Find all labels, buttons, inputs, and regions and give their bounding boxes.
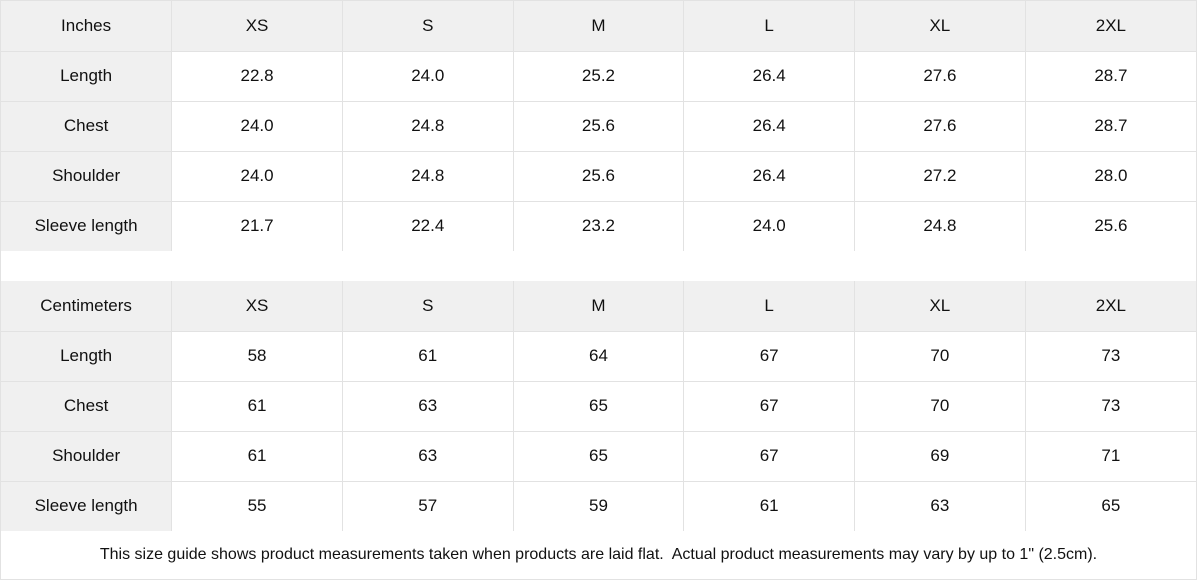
value-cell: 27.6	[854, 50, 1026, 102]
value-cell: 63	[854, 480, 1026, 532]
value-cell: 24.0	[683, 200, 856, 252]
row-label-cell: Sleeve length	[0, 200, 173, 252]
size-header-cell: XS	[171, 0, 343, 52]
value-cell: 65	[512, 380, 685, 432]
value-cell: 26.4	[683, 50, 856, 102]
table-row: Length 58 61 64 67 70 73	[0, 330, 1197, 382]
value-cell: 24.8	[854, 200, 1026, 252]
value-cell: 61	[171, 430, 343, 482]
value-cell: 23.2	[512, 200, 685, 252]
table-gap-spacer	[1, 251, 1196, 281]
size-header-cell: M	[512, 0, 685, 52]
size-header-cell: XL	[854, 280, 1026, 332]
table-row: Shoulder 24.0 24.8 25.6 26.4 27.2 28.0	[0, 150, 1197, 202]
value-cell: 71	[1024, 430, 1197, 482]
value-cell: 27.6	[854, 100, 1026, 152]
value-cell: 63	[341, 380, 514, 432]
row-label-cell: Shoulder	[0, 430, 173, 482]
value-cell: 25.2	[512, 50, 685, 102]
value-cell: 67	[683, 330, 856, 382]
value-cell: 70	[854, 330, 1026, 382]
value-cell: 24.0	[171, 150, 343, 202]
value-cell: 24.0	[341, 50, 514, 102]
row-label-cell: Chest	[0, 380, 173, 432]
value-cell: 57	[341, 480, 514, 532]
value-cell: 73	[1024, 330, 1197, 382]
value-cell: 65	[512, 430, 685, 482]
value-cell: 59	[512, 480, 685, 532]
value-cell: 73	[1024, 380, 1197, 432]
value-cell: 64	[512, 330, 685, 382]
value-cell: 67	[683, 380, 856, 432]
value-cell: 25.6	[512, 150, 685, 202]
value-cell: 69	[854, 430, 1026, 482]
size-header-cell: L	[683, 280, 856, 332]
value-cell: 24.0	[171, 100, 343, 152]
table-row: Chest 61 63 65 67 70 73	[0, 380, 1197, 432]
value-cell: 25.6	[1024, 200, 1197, 252]
unit-header-cell: Inches	[0, 0, 173, 52]
size-header-cell: S	[341, 0, 514, 52]
size-header-cell: 2XL	[1024, 280, 1197, 332]
table-row: Sleeve length 21.7 22.4 23.2 24.0 24.8 2…	[0, 200, 1197, 252]
table-row: Shoulder 61 63 65 67 69 71	[0, 430, 1197, 482]
row-label-cell: Chest	[0, 100, 173, 152]
value-cell: 26.4	[683, 150, 856, 202]
size-header-cell: M	[512, 280, 685, 332]
value-cell: 28.0	[1024, 150, 1197, 202]
size-header-cell: L	[683, 0, 856, 52]
value-cell: 25.6	[512, 100, 685, 152]
value-cell: 58	[171, 330, 343, 382]
value-cell: 26.4	[683, 100, 856, 152]
inches-header-row: Inches XS S M L XL 2XL	[0, 0, 1197, 52]
value-cell: 61	[171, 380, 343, 432]
size-guide-note: This size guide shows product measuremen…	[99, 546, 1098, 563]
value-cell: 22.8	[171, 50, 343, 102]
value-cell: 28.7	[1024, 100, 1197, 152]
value-cell: 61	[341, 330, 514, 382]
centimeters-table: Centimeters XS S M L XL 2XL Length 58 61…	[0, 280, 1197, 532]
value-cell: 61	[683, 480, 856, 532]
value-cell: 28.7	[1024, 50, 1197, 102]
row-label-cell: Shoulder	[0, 150, 173, 202]
size-header-cell: 2XL	[1024, 0, 1197, 52]
value-cell: 65	[1024, 480, 1197, 532]
value-cell: 21.7	[171, 200, 343, 252]
value-cell: 70	[854, 380, 1026, 432]
value-cell: 24.8	[341, 100, 514, 152]
inches-table: Inches XS S M L XL 2XL Length 22.8 24.0 …	[0, 0, 1197, 252]
unit-header-cell: Centimeters	[0, 280, 173, 332]
size-header-cell: XS	[171, 280, 343, 332]
value-cell: 22.4	[341, 200, 514, 252]
value-cell: 55	[171, 480, 343, 532]
table-row: Chest 24.0 24.8 25.6 26.4 27.6 28.7	[0, 100, 1197, 152]
value-cell: 24.8	[341, 150, 514, 202]
row-label-cell: Sleeve length	[0, 480, 173, 532]
value-cell: 27.2	[854, 150, 1026, 202]
centimeters-header-row: Centimeters XS S M L XL 2XL	[0, 280, 1197, 332]
value-cell: 63	[341, 430, 514, 482]
size-guide-footer: This size guide shows product measuremen…	[1, 531, 1196, 579]
row-label-cell: Length	[0, 50, 173, 102]
size-header-cell: S	[341, 280, 514, 332]
size-header-cell: XL	[854, 0, 1026, 52]
row-label-cell: Length	[0, 330, 173, 382]
table-row: Length 22.8 24.0 25.2 26.4 27.6 28.7	[0, 50, 1197, 102]
table-row: Sleeve length 55 57 59 61 63 65	[0, 480, 1197, 532]
value-cell: 67	[683, 430, 856, 482]
